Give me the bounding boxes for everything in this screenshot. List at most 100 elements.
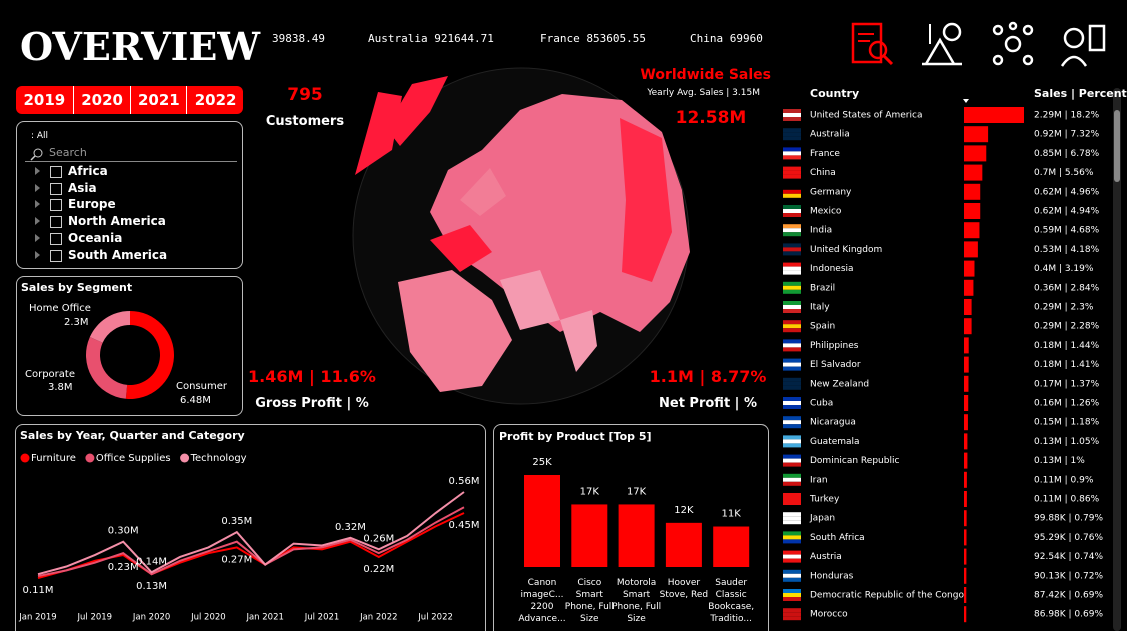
search-underline [25,161,237,162]
flag [783,155,801,160]
country-name: New Zealand [810,379,869,389]
bar [964,145,987,162]
bar [964,203,981,219]
flag [783,593,801,597]
data-label: 0.17M | 1.37% [1034,379,1100,389]
filter-item-label: Asia [68,180,97,195]
bar [964,510,967,527]
flag [783,128,801,133]
country-name: Iran [810,475,828,485]
year-button[interactable]: 2022 [186,86,244,114]
flag [783,424,801,429]
country-name: South Africa [810,533,865,543]
checkbox[interactable] [50,232,62,245]
filter-item-label: Africa [68,164,108,178]
flag [783,597,801,601]
flag [783,569,801,574]
flag [783,558,801,563]
filter-item[interactable]: Europe [17,197,237,213]
scrollbar [1113,88,1121,631]
flag [783,243,801,248]
checkbox[interactable] [50,166,62,178]
year-button[interactable]: 2021 [129,86,188,114]
flag [783,185,801,190]
icon[interactable] [1060,24,1106,67]
checkbox[interactable] [50,216,62,229]
ticker-item: France 853605.55 [540,32,646,45]
search-box[interactable]: Search [49,146,87,159]
kpi-subtitle: Yearly Avg. Sales | 3.15M [647,88,760,98]
expand-icon [35,183,40,192]
nav-icons [851,21,1106,67]
flag [783,512,801,517]
flag [783,520,801,525]
flag [783,247,801,252]
country-name: Mexico [810,207,842,217]
bar [964,375,969,392]
flag [783,443,801,448]
flag [783,554,801,559]
icon[interactable] [851,22,883,64]
flag [783,113,801,117]
flag [783,358,801,363]
country-name: Nicaragua [810,418,856,428]
data-label: 99.88K | 0.79% [1034,514,1103,524]
expand-icon [35,167,40,175]
x-tick-label: Cisco Smart Phone, Full Size [564,578,614,624]
country-name: Honduras [810,571,854,581]
filter-item[interactable]: Asia [17,181,237,197]
data-label: 90.13K | 0.72% [1034,571,1103,581]
flag [783,481,801,486]
filter-item-label: Europe [68,197,116,212]
data-label: 92.54K | 0.74% [1034,552,1103,562]
filter-item[interactable]: Africa [17,164,237,180]
flag [783,420,801,425]
panel-title: Profit by Product [Top 5] [499,430,652,443]
data-label: 0.15M | 1.18% [1034,418,1100,428]
x-tick-label: Motorola Smart Phone, Full Size [612,578,662,624]
icon[interactable] [992,21,1034,66]
bar [964,414,968,431]
flag [783,281,801,286]
country-name: Spain [810,322,835,332]
flag [783,577,801,582]
flag [783,328,801,333]
bar-panel: Profit by Product [Top 5] [493,424,769,631]
filter-item[interactable]: Oceania [17,231,237,247]
bar [964,107,1024,123]
flag [783,228,801,233]
flag [783,385,801,390]
country-name: India [810,226,832,236]
flag [783,381,801,386]
checkbox[interactable] [50,249,62,262]
checkbox[interactable] [50,199,62,212]
kpi-label: Customers [265,114,345,129]
filter-item[interactable]: North America [17,214,237,230]
sort-indicator[interactable] [963,99,969,103]
year-button[interactable]: 2020 [72,86,131,114]
data-label: 0.62M | 4.96% [1034,187,1100,197]
year-button[interactable]: 2019 [23,91,66,109]
filter-item[interactable]: South America [17,248,237,264]
flag [783,213,801,217]
bar [964,587,967,603]
flag [783,612,801,617]
flag [783,347,801,352]
expand-icon [35,250,40,259]
bar [964,164,983,181]
flag [783,285,801,290]
country-name: Austria [810,552,842,562]
kpi-title: Worldwide Sales [640,67,771,83]
data-label: 0.62M | 4.94% [1034,207,1100,217]
data-label: 0.29M | 2.28% [1034,322,1100,332]
bar [964,491,967,507]
bar [964,471,967,488]
data-label: 0.53M | 4.18% [1034,245,1100,255]
icon[interactable] [922,37,962,66]
checkbox[interactable] [50,182,62,195]
flag [783,301,801,305]
flag [783,262,801,267]
flag [783,136,801,141]
country-name: Dominican Republic [810,456,899,466]
bar [964,395,969,411]
